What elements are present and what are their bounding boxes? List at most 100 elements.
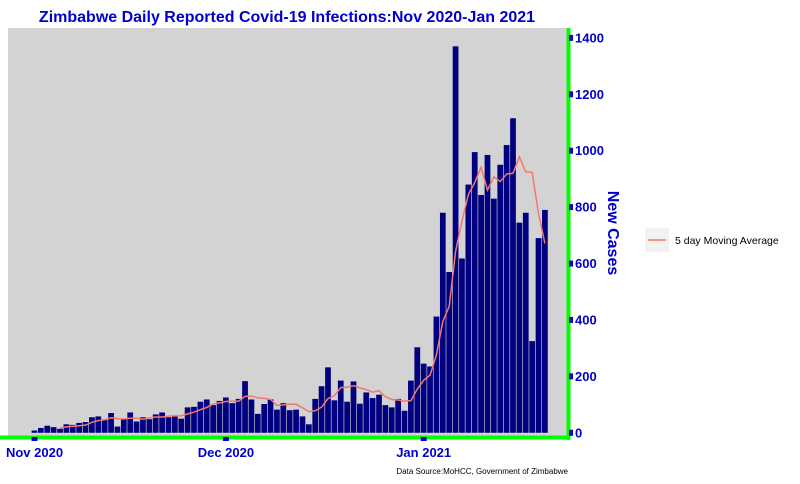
bar (76, 422, 83, 433)
bar (484, 154, 491, 433)
bar (159, 412, 165, 433)
bar (522, 212, 529, 433)
bar (388, 407, 395, 433)
bar (286, 410, 293, 433)
plot-panel (8, 28, 568, 437)
bar (171, 416, 178, 433)
y-axis-label: New Cases (604, 191, 621, 276)
y-tick-label: 1000 (575, 143, 604, 158)
y-tick-mark (569, 91, 573, 98)
bar (108, 413, 114, 433)
bar (44, 425, 51, 433)
y-tick-label: 600 (575, 256, 597, 271)
bar (114, 426, 121, 433)
y-tick-label: 200 (575, 369, 597, 384)
y-tick-label: 800 (575, 200, 597, 215)
data-source-caption: Data Source:MoHCC, Government of Zimbabw… (396, 467, 568, 476)
y-tick-mark (569, 204, 573, 211)
y-tick-label: 400 (575, 312, 597, 327)
bar (344, 401, 350, 433)
bar (420, 363, 427, 433)
bar (50, 427, 57, 433)
chart-title: Zimbabwe Daily Reported Covid-19 Infecti… (39, 9, 535, 26)
bar (465, 184, 472, 433)
bar (133, 421, 140, 433)
bar (63, 424, 70, 433)
bar (57, 428, 63, 433)
bar (535, 238, 542, 433)
legend: 5 day Moving Average (645, 228, 779, 252)
bar (357, 403, 363, 433)
bar (331, 400, 338, 433)
bar (325, 367, 331, 433)
bar (516, 222, 523, 433)
bar (69, 424, 76, 433)
bar (267, 399, 274, 433)
y-tick-label: 0 (575, 425, 582, 440)
bar (191, 406, 197, 433)
x-tick-mark (222, 437, 229, 441)
bar (254, 413, 261, 433)
bar (408, 380, 414, 433)
bar (101, 420, 108, 433)
bar (280, 403, 287, 433)
bar (510, 118, 516, 433)
x-tick-label: Dec 2020 (198, 445, 254, 460)
bar (274, 409, 280, 433)
bar (337, 380, 344, 433)
bar (184, 407, 191, 433)
bar (503, 145, 510, 433)
bar (382, 405, 389, 433)
x-tick-label: Nov 2020 (6, 445, 63, 460)
bar (433, 316, 440, 433)
bar (261, 404, 268, 433)
bar (89, 417, 95, 433)
bar (363, 392, 370, 433)
bar (318, 386, 325, 433)
bar (223, 397, 229, 433)
bar (210, 405, 217, 433)
y-tick-mark (569, 316, 573, 323)
bar (376, 394, 382, 433)
bar (140, 417, 146, 433)
bar (203, 399, 210, 433)
bar (248, 399, 255, 433)
bar (478, 194, 484, 433)
bar (427, 366, 433, 433)
bar (452, 46, 459, 433)
bar (95, 416, 102, 433)
bar (82, 422, 89, 433)
bar (152, 414, 159, 433)
bar (401, 410, 408, 433)
bar (497, 164, 504, 433)
bar (305, 424, 312, 433)
bar (165, 417, 172, 433)
bar (369, 398, 376, 433)
legend-label: 5 day Moving Average (675, 235, 779, 247)
bar (529, 341, 536, 433)
y-tick-mark (569, 260, 573, 267)
x-tick-mark (420, 437, 427, 441)
bar (490, 198, 497, 433)
bar (293, 409, 299, 433)
bar (459, 258, 465, 433)
bar (127, 412, 134, 433)
bar (471, 152, 478, 433)
bar (178, 418, 185, 433)
bar (350, 381, 357, 433)
y-tick-mark (569, 34, 573, 41)
x-axis-ticks: Nov 2020 Dec 2020 Jan 2021 (6, 437, 451, 460)
bar (38, 427, 44, 433)
bar (242, 381, 248, 433)
y-axis-ticks: 0 200 400 600 800 1000 1200 1400 (569, 30, 604, 440)
bar (31, 430, 38, 433)
y-tick-label: 1400 (575, 30, 604, 45)
bar (542, 209, 548, 433)
y-tick-label: 1200 (575, 87, 604, 102)
bar (299, 416, 306, 433)
bar (229, 403, 236, 433)
bar (120, 418, 127, 433)
bar (216, 400, 223, 433)
x-tick-label: Jan 2021 (396, 445, 451, 460)
